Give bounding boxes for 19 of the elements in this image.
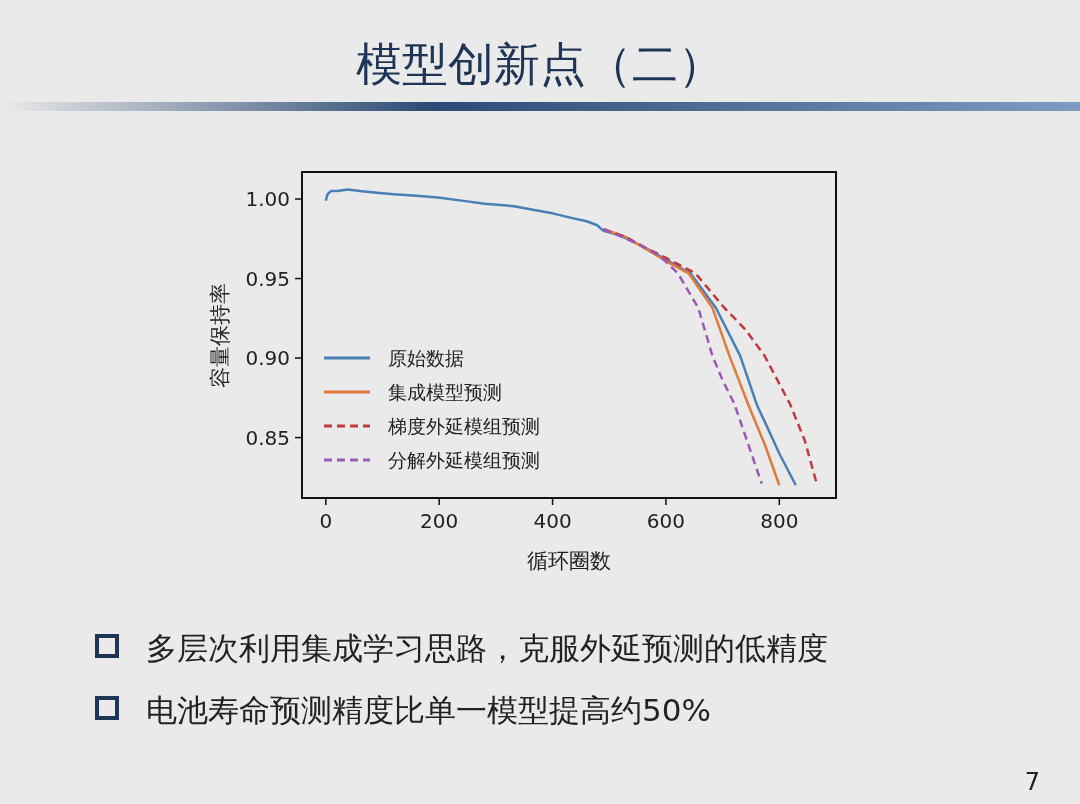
legend-label: 原始数据: [388, 347, 464, 369]
x-tick-label: 800: [760, 509, 799, 533]
x-tick-label: 0: [319, 509, 333, 533]
text: 电池寿命预测精度比单一模型提高约50%: [146, 692, 711, 728]
y-tick-label: 1.00: [245, 187, 290, 212]
y-tick-label: 0.85: [245, 425, 290, 450]
x-axis-title: 循环圈数: [527, 549, 611, 573]
chart-title: 模型创新点（二）: [356, 37, 724, 91]
y-axis-title: 容量保持率: [208, 282, 232, 388]
text: 7: [1024, 768, 1040, 796]
text: 多层次利用集成学习思路，克服外延预测的低精度: [146, 630, 828, 666]
y-tick-label: 0.95: [245, 266, 290, 291]
y-tick-label: 0.90: [245, 346, 290, 371]
x-tick-label: 400: [533, 509, 572, 533]
x-tick-label: 600: [646, 509, 686, 533]
x-tick-label: 200: [420, 509, 459, 533]
legend-label: 梯度外延模组预测: [387, 415, 540, 437]
legend-label: 分解外延模组预测: [388, 449, 540, 471]
legend-label: 集成模型预测: [388, 381, 502, 403]
